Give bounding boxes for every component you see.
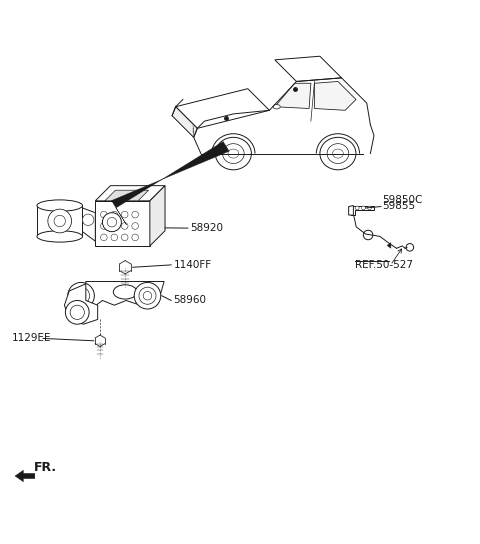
Circle shape [134, 282, 161, 309]
Circle shape [121, 222, 128, 230]
Circle shape [100, 222, 107, 230]
Ellipse shape [216, 137, 252, 170]
Polygon shape [275, 83, 311, 108]
Ellipse shape [333, 149, 343, 158]
Polygon shape [83, 208, 96, 241]
Ellipse shape [228, 149, 239, 158]
Polygon shape [96, 186, 165, 201]
Circle shape [77, 292, 85, 300]
Text: 59855: 59855 [383, 201, 416, 211]
Circle shape [355, 206, 359, 210]
Polygon shape [176, 89, 269, 128]
Circle shape [121, 211, 128, 218]
Circle shape [132, 234, 138, 240]
Circle shape [111, 234, 118, 240]
Polygon shape [387, 243, 391, 248]
Circle shape [68, 282, 95, 309]
Text: 59850C: 59850C [383, 195, 423, 205]
Text: 1140FF: 1140FF [174, 260, 212, 270]
Circle shape [111, 222, 118, 230]
Ellipse shape [37, 200, 83, 211]
Circle shape [111, 211, 118, 218]
Text: REF.50-527: REF.50-527 [355, 260, 413, 270]
Polygon shape [64, 284, 97, 324]
Circle shape [143, 292, 152, 300]
Polygon shape [275, 56, 342, 82]
Circle shape [107, 218, 117, 227]
Polygon shape [348, 206, 353, 215]
Circle shape [361, 206, 365, 210]
Ellipse shape [223, 144, 244, 164]
Circle shape [368, 206, 372, 210]
Ellipse shape [320, 137, 356, 170]
Polygon shape [172, 107, 197, 137]
Ellipse shape [113, 285, 137, 299]
Circle shape [139, 287, 156, 304]
Polygon shape [37, 206, 83, 237]
Circle shape [100, 211, 107, 218]
Text: 1129EE: 1129EE [12, 333, 52, 343]
Polygon shape [96, 201, 150, 246]
Circle shape [83, 214, 94, 226]
Text: 58960: 58960 [174, 295, 206, 306]
Circle shape [70, 305, 84, 319]
Circle shape [102, 213, 121, 232]
Circle shape [100, 234, 107, 240]
Circle shape [72, 287, 90, 304]
Polygon shape [150, 186, 165, 246]
Circle shape [406, 244, 414, 251]
Text: 58920: 58920 [190, 223, 223, 233]
Polygon shape [111, 141, 229, 225]
Polygon shape [15, 470, 35, 482]
Circle shape [48, 209, 72, 233]
Polygon shape [351, 206, 374, 215]
Ellipse shape [327, 144, 349, 164]
Circle shape [65, 300, 89, 324]
Ellipse shape [37, 231, 83, 242]
Polygon shape [86, 281, 164, 307]
Circle shape [121, 234, 128, 240]
Text: FR.: FR. [34, 461, 57, 474]
Polygon shape [314, 82, 356, 110]
Ellipse shape [273, 104, 280, 109]
Circle shape [54, 215, 65, 227]
Circle shape [363, 230, 373, 240]
Polygon shape [105, 190, 149, 201]
Circle shape [132, 222, 138, 230]
Circle shape [132, 211, 138, 218]
